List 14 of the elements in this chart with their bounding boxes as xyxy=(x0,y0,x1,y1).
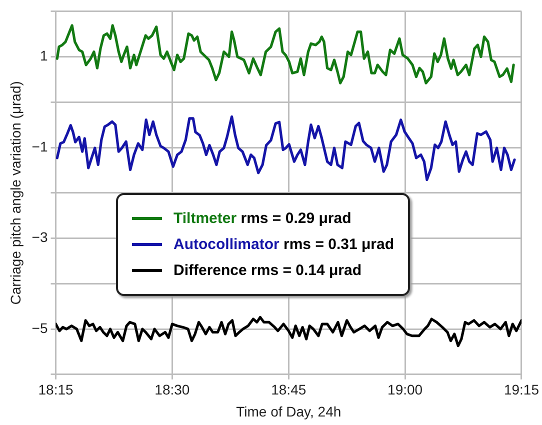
legend-label: Difference rms = 0.14 μrad xyxy=(174,262,362,280)
x-tick-label: 19:00 xyxy=(388,382,423,398)
x-tick-label: 18:30 xyxy=(154,382,190,398)
y-tick-label: −5 xyxy=(32,320,48,336)
y-tick-label: −1 xyxy=(32,138,48,154)
x-axis-title: Time of Day, 24h xyxy=(236,403,342,420)
legend-label: Autocollimator rms = 0.31 μrad xyxy=(174,236,394,254)
y-tick-label: 1 xyxy=(40,48,48,64)
x-tick-label: 18:45 xyxy=(271,382,306,398)
legend-label: Tiltmeter rms = 0.29 μrad xyxy=(174,210,352,228)
x-tick-label: 18:15 xyxy=(38,382,74,398)
y-tick-label: −3 xyxy=(32,229,48,246)
x-tick-label: 19:15 xyxy=(504,382,540,398)
y-axis-title: Carriage pitch angle variation (μrad) xyxy=(7,81,24,305)
